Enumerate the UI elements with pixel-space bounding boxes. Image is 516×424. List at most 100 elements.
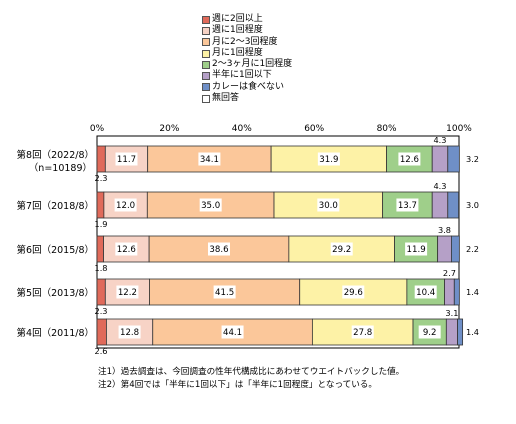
data-label: 12.6 (117, 245, 136, 255)
data-label-box (351, 325, 374, 339)
data-label: 12.6 (400, 155, 419, 165)
bar-segment (431, 191, 449, 219)
legend-label: 月に2～3回程度 (212, 36, 278, 47)
category-label: 第7回（2018/8） (17, 200, 94, 212)
data-label: 13.7 (398, 201, 417, 211)
bar-segment (96, 318, 107, 346)
data-label: 35.0 (201, 201, 220, 211)
x-tick-label: 60% (304, 124, 324, 134)
legend-item: 半年に1回以下 (202, 70, 292, 81)
x-tick-label: 100% (446, 124, 472, 134)
x-tick-label: 40% (232, 124, 252, 134)
data-label: 10.4 (416, 288, 435, 298)
data-label: 29.6 (344, 288, 363, 298)
legend-item: 2～3ヶ月に1回程度 (202, 59, 292, 70)
data-label: 2.7 (443, 268, 456, 278)
bar-segment (96, 191, 105, 219)
bar-segment (453, 278, 460, 306)
footnotes: 注1）過去調査は、今回調査の性年代構成比にあわせてウエイトバックした値。 注2）… (98, 366, 404, 392)
data-label: 38.6 (209, 245, 228, 255)
bar-segment (447, 145, 460, 173)
legend-label: 無回答 (212, 93, 240, 104)
category-label: （n=10189） (29, 162, 92, 174)
data-label: 2.3 (94, 306, 107, 316)
category-label: 第8回（2022/8） (17, 149, 94, 161)
data-label-box (418, 325, 441, 339)
legend-label: 月に1回程度 (212, 47, 263, 58)
legend-label: 週に1回程度 (212, 25, 263, 36)
legend-item: 週に2回以上 (202, 14, 292, 25)
data-label: 3.0 (466, 200, 479, 210)
bar-segment (445, 318, 458, 346)
data-label: 30.0 (319, 201, 338, 211)
legend-swatch (202, 83, 210, 92)
data-label: 11.9 (407, 245, 426, 255)
data-label: 1.8 (94, 263, 107, 273)
legend-swatch (202, 60, 210, 69)
legend-label: 週に2回以上 (212, 14, 263, 24)
legend-item: 無回答 (202, 93, 292, 104)
data-label: 9.2 (423, 328, 437, 338)
legend-item: カレーは食べない (202, 82, 292, 93)
footnote: 注2）第4回では「半年に1回以下」は「半年に1回程度」となっている。 (98, 380, 377, 390)
legend-swatch (202, 72, 210, 81)
legend-item: 月に2～3回程度 (202, 37, 292, 48)
data-label: 1.4 (466, 327, 479, 337)
legend-label: 2～3ヶ月に1回程度 (212, 59, 293, 70)
data-label-box (116, 285, 139, 299)
legend-label: 半年に1回以下 (212, 70, 272, 81)
bar-segment (96, 235, 104, 263)
bar-segment (457, 318, 464, 346)
data-label: 4.3 (433, 181, 446, 191)
data-label-box (342, 285, 365, 299)
legend-swatch (202, 94, 210, 103)
data-label: 41.5 (215, 288, 234, 298)
category-label: 第6回（2015/8） (17, 244, 94, 256)
data-label-box (115, 242, 138, 256)
data-label-box (115, 152, 138, 166)
data-label: 1.9 (94, 219, 107, 229)
legend-swatch (202, 15, 210, 24)
bar-segment (96, 278, 106, 306)
x-tick-label: 20% (159, 124, 179, 134)
data-label: 34.1 (200, 155, 219, 165)
legend-item: 月に1回程度 (202, 48, 292, 59)
bar-segment (386, 145, 433, 173)
data-label-box (207, 242, 230, 256)
data-label: 3.1 (445, 308, 458, 318)
data-label: 12.0 (116, 201, 135, 211)
category-label: 第5回（2013/8） (17, 287, 94, 299)
data-label: 12.8 (120, 328, 139, 338)
data-label: 2.3 (94, 173, 107, 183)
data-label: 27.8 (353, 328, 372, 338)
data-label-box (330, 242, 353, 256)
data-label: 11.7 (117, 155, 136, 165)
data-label-box (405, 242, 428, 256)
data-label: 3.8 (438, 225, 451, 235)
bar-segment (431, 145, 449, 173)
legend-item: 週に1回程度 (202, 25, 292, 36)
data-label: 29.2 (332, 245, 351, 255)
legend-swatch (202, 26, 210, 35)
data-label-box (396, 198, 419, 212)
data-label: 2.6 (94, 346, 107, 356)
legend-label: カレーは食べない (212, 81, 285, 92)
bar-segment (447, 191, 460, 219)
bar-segment (450, 235, 460, 263)
data-label: 12.2 (118, 288, 137, 298)
footnote: 注1）過去調査は、今回調査の性年代構成比にあわせてウエイトバックした値。 (98, 367, 405, 377)
x-tick-label: 0% (90, 124, 105, 134)
data-label-box (213, 285, 236, 299)
x-tick-label: 80% (377, 124, 397, 134)
bar-segment (444, 278, 455, 306)
data-label-box (414, 285, 437, 299)
data-label: 31.9 (319, 155, 338, 165)
data-label: 1.4 (466, 287, 479, 297)
data-label: 2.2 (466, 244, 479, 254)
data-label: 44.1 (223, 328, 242, 338)
legend-swatch (202, 38, 210, 47)
data-label: 4.3 (433, 135, 446, 145)
category-label: 第4回（2011/8） (17, 327, 94, 339)
data-label-box (198, 152, 221, 166)
